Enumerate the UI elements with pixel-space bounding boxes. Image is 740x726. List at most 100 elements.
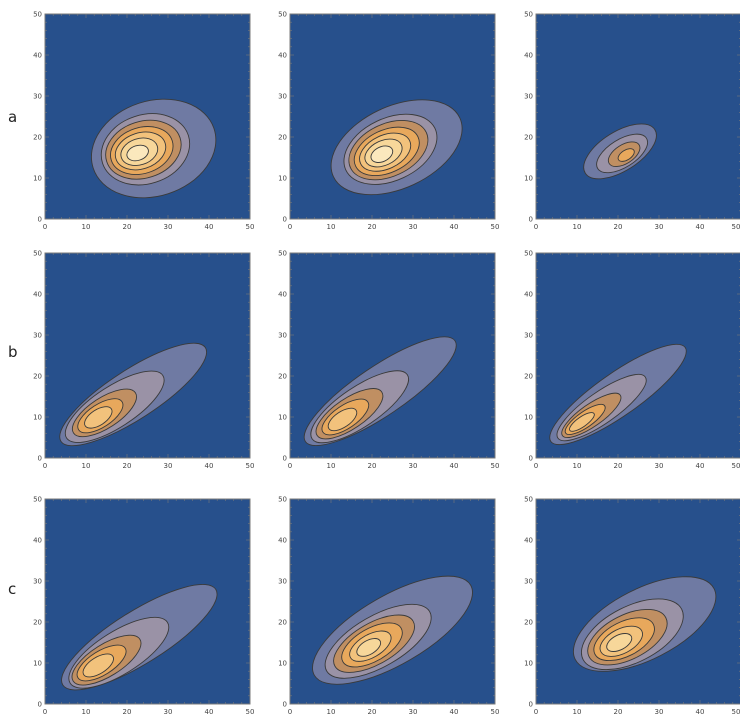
plot-background: [536, 14, 740, 219]
x-tick-label: 30: [409, 708, 418, 716]
y-tick-label: 0: [529, 455, 533, 463]
y-tick-label: 10: [524, 414, 533, 422]
contour-panel-a1: 0 10 20 30 40 50 0 10 20 30 40 50: [33, 11, 254, 232]
x-tick-label: 30: [655, 462, 664, 470]
contour-panel-a2: 0 10 20 30 40 50 0 10 20 30 40 50: [278, 11, 499, 232]
contour-level-6: [356, 638, 382, 657]
x-tick-label: 30: [164, 462, 173, 470]
x-tick-label: 20: [614, 708, 623, 716]
contour-level-5: [327, 407, 358, 432]
x-tick-label: 10: [82, 708, 91, 716]
y-tick-label: 10: [278, 660, 287, 668]
x-tick-label: 30: [164, 708, 173, 716]
x-tick-label: 40: [205, 223, 214, 231]
y-tick-label: 40: [524, 291, 533, 299]
row-label-c: c: [8, 580, 17, 598]
contour-level-7: [126, 144, 149, 162]
x-tick-label: 0: [288, 708, 292, 716]
x-tick-label: 30: [409, 462, 418, 470]
contour-levels: [303, 336, 457, 447]
x-tick-label: 20: [368, 223, 377, 231]
x-tick-label: 40: [450, 708, 459, 716]
contour-levels: [59, 342, 208, 447]
x-tick-label: 30: [164, 223, 173, 231]
contour-level-6: [606, 633, 633, 652]
x-tick-label: 30: [409, 223, 418, 231]
contour-level-5: [569, 412, 595, 432]
y-tick-label: 50: [524, 496, 533, 504]
y-tick-label: 0: [283, 455, 287, 463]
x-tick-label: 20: [368, 708, 377, 716]
contour-panel-b2: 0 10 20 30 40 50 0 10 20 30 40 50: [278, 250, 499, 471]
x-tick-label: 20: [123, 462, 132, 470]
contour-levels: [549, 343, 687, 446]
contour-panel-c3: 0 10 20 30 40 50 0 10 20 30 40 50: [524, 496, 740, 716]
y-tick-label: 10: [33, 660, 42, 668]
y-tick-label: 10: [278, 175, 287, 183]
y-tick-label: 50: [278, 250, 287, 258]
x-tick-label: 10: [573, 462, 582, 470]
y-tick-label: 0: [38, 701, 42, 709]
y-tick-label: 40: [33, 291, 42, 299]
x-tick-label: 20: [614, 223, 623, 231]
contour-level-7: [370, 145, 394, 163]
y-tick-label: 0: [529, 701, 533, 709]
x-tick-label: 30: [655, 708, 664, 716]
x-tick-label: 50: [246, 462, 255, 470]
x-tick-label: 20: [123, 223, 132, 231]
x-tick-label: 10: [82, 462, 91, 470]
x-tick-label: 10: [573, 223, 582, 231]
y-tick-label: 10: [524, 660, 533, 668]
y-tick-label: 50: [33, 250, 42, 258]
y-tick-label: 10: [524, 175, 533, 183]
y-tick-label: 20: [278, 619, 287, 627]
y-tick-label: 50: [278, 11, 287, 19]
plot-frame: [289, 252, 496, 459]
y-tick-label: 20: [524, 134, 533, 142]
y-tick-label: 0: [38, 216, 42, 224]
y-tick-label: 20: [33, 373, 42, 381]
x-tick-label: 40: [450, 223, 459, 231]
x-tick-label: 30: [655, 223, 664, 231]
y-tick-label: 10: [278, 414, 287, 422]
y-tick-label: 30: [278, 332, 287, 340]
x-tick-label: 20: [123, 708, 132, 716]
contour-panel-b3: 0 10 20 30 40 50 0 10 20 30 40 50: [524, 250, 740, 470]
y-tick-label: 40: [278, 291, 287, 299]
row-label-a: a: [8, 108, 18, 126]
y-tick-label: 20: [33, 134, 42, 142]
x-tick-label: 40: [450, 462, 459, 470]
contour-levels: [583, 123, 657, 180]
plot-frame: [535, 252, 740, 459]
contour-panel-c1: 0 10 20 30 40 50 0 10 20 30 40 50: [33, 496, 254, 717]
y-tick-label: 50: [33, 496, 42, 504]
contour-panel-c2: 0 10 20 30 40 50 0 10 20 30 40 50: [278, 496, 499, 717]
x-tick-label: 50: [732, 223, 740, 231]
y-tick-label: 50: [524, 11, 533, 19]
y-tick-label: 0: [283, 701, 287, 709]
x-tick-label: 10: [82, 223, 91, 231]
y-tick-label: 30: [33, 332, 42, 340]
x-tick-label: 10: [327, 223, 336, 231]
contour-level-4: [617, 148, 635, 162]
x-tick-label: 10: [573, 708, 582, 716]
plot-frame: [535, 498, 740, 705]
contour-levels: [61, 583, 218, 691]
x-tick-label: 0: [43, 462, 47, 470]
x-tick-label: 0: [43, 223, 47, 231]
y-tick-label: 30: [524, 93, 533, 101]
x-tick-label: 0: [288, 462, 292, 470]
y-tick-label: 40: [33, 537, 42, 545]
x-tick-label: 10: [327, 708, 336, 716]
contour-levels: [330, 99, 463, 196]
y-tick-label: 40: [33, 52, 42, 60]
y-tick-label: 40: [524, 537, 533, 545]
x-tick-label: 0: [534, 708, 538, 716]
y-tick-label: 50: [278, 496, 287, 504]
y-tick-label: 0: [38, 455, 42, 463]
y-tick-label: 30: [33, 93, 42, 101]
contour-levels: [312, 575, 473, 685]
y-tick-label: 0: [283, 216, 287, 224]
x-tick-label: 40: [205, 708, 214, 716]
